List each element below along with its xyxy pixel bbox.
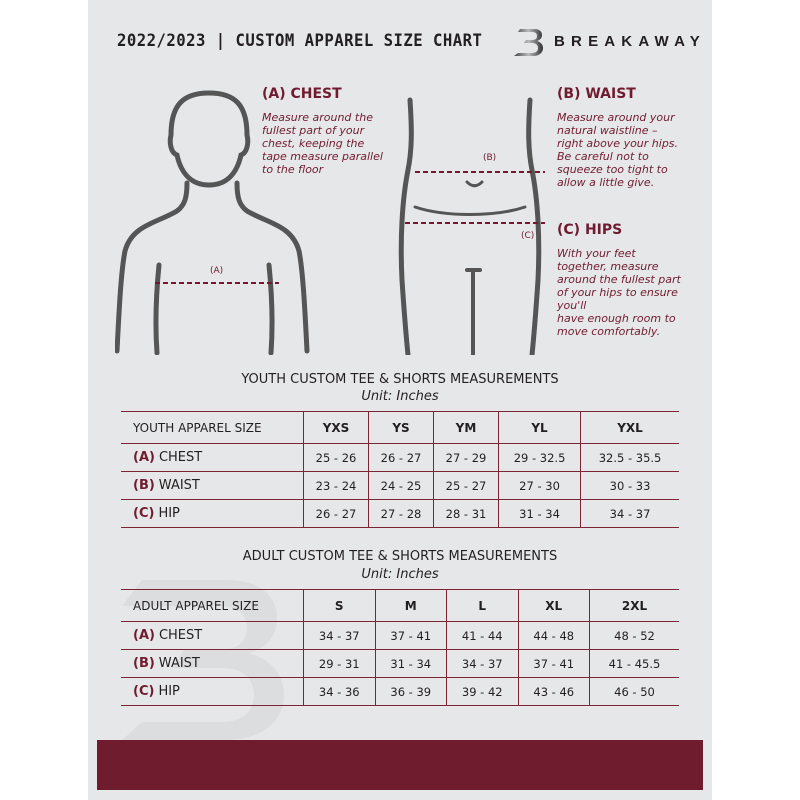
table-cell: 25 - 27 <box>433 471 499 500</box>
table-cell: 30 - 33 <box>580 471 679 500</box>
table-cell: 27 - 29 <box>433 443 499 472</box>
size-column-header: L <box>446 589 518 622</box>
hips-heading: (C) HIPS <box>557 222 623 238</box>
measurement-name: WAIST <box>158 656 200 671</box>
measurement-name: CHEST <box>158 628 203 643</box>
hips-marker: (C) <box>521 231 535 241</box>
table-cell: 36 - 39 <box>374 677 447 706</box>
size-column-header: S <box>303 589 375 622</box>
measurement-letter: (B) <box>133 656 155 671</box>
table-row: (A) CHEST 34 - 37 37 - 41 41 - 44 44 - 48 48 -… <box>121 621 679 650</box>
page-title: 2022/2023 | CUSTOM APPAREL SIZE CHART <box>117 31 483 51</box>
table-row: (C) HIP 34 - 36 36 - 39 39 - 42 43 - 46 46 - 5… <box>121 677 679 706</box>
measurement-name: HIP <box>158 684 180 699</box>
table-cell: 27 - 28 <box>368 499 434 528</box>
table-row: (B) WAIST 29 - 31 31 - 34 34 - 37 37 - 41 41 -… <box>121 649 679 678</box>
table-cell: 29 - 31 <box>303 649 375 678</box>
waist-description: Measure around your natural waistline – … <box>557 111 679 189</box>
chest-description: Measure around the fullest part of your … <box>262 111 383 176</box>
table-cell: 31 - 34 <box>374 649 447 678</box>
size-label-header: YOUTH APPAREL SIZE <box>121 411 304 444</box>
table-cell: 34 - 37 <box>446 649 518 678</box>
waist-hips-figure-illustration <box>398 97 545 355</box>
table-cell: 25 - 26 <box>303 443 369 472</box>
table-cell: 34 - 36 <box>303 677 375 706</box>
brand-name: BREAKAWAY <box>554 33 706 50</box>
size-label-header: ADULT APPAREL SIZE <box>121 589 304 622</box>
size-column-header: YM <box>433 411 499 444</box>
table-header-row: ADULT APPAREL SIZE S M L XL 2XL <box>121 589 679 622</box>
table-cell: 48 - 52 <box>589 621 679 650</box>
table-cell: 37 - 41 <box>517 649 590 678</box>
measurement-label: (A) CHEST <box>121 443 304 472</box>
size-column-header: XL <box>517 589 590 622</box>
measurement-letter: (C) <box>133 506 155 521</box>
measurement-letter: (A) <box>133 450 155 465</box>
size-column-header: YXL <box>580 411 679 444</box>
measurement-label: (A) CHEST <box>121 621 304 650</box>
table-row: (C) HIP 26 - 27 27 - 28 28 - 31 31 - 34 34 - 3… <box>121 499 679 528</box>
adult-section-title: ADULT CUSTOM TEE & SHORTS MEASUREMENTS <box>242 549 558 564</box>
chest-heading: (A) CHEST <box>262 86 342 102</box>
youth-size-table: YOUTH APPAREL SIZE YXS YS YM YL YXL (A) CHEST 25… <box>121 411 679 528</box>
size-column-header: M <box>374 589 447 622</box>
measurement-letter: (C) <box>133 684 155 699</box>
measurement-letter: (B) <box>133 478 155 493</box>
table-row: (B) WAIST 23 - 24 24 - 25 25 - 27 27 - 30 30 -… <box>121 471 679 500</box>
measurement-name: HIP <box>158 506 180 521</box>
table-cell: 28 - 31 <box>433 499 499 528</box>
adult-size-table: ADULT APPAREL SIZE S M L XL 2XL (A) CHEST 34 - 3… <box>121 589 679 706</box>
table-cell: 39 - 42 <box>446 677 518 706</box>
measurement-label: (B) WAIST <box>121 471 304 500</box>
measurement-name: CHEST <box>158 450 203 465</box>
size-column-header: YS <box>368 411 434 444</box>
measurement-label: (C) HIP <box>121 677 304 706</box>
youth-section-title: YOUTH CUSTOM TEE & SHORTS MEASUREMENTS <box>241 372 559 387</box>
size-column-header: 2XL <box>589 589 679 622</box>
hips-description: With your feet together, measure around … <box>557 247 681 338</box>
waist-marker: (B) <box>483 153 497 163</box>
waist-heading: (B) WAIST <box>557 86 636 102</box>
measurement-label: (B) WAIST <box>121 649 304 678</box>
table-cell: 46 - 50 <box>589 677 679 706</box>
youth-unit: Unit: Inches <box>361 389 439 404</box>
table-cell: 43 - 46 <box>517 677 590 706</box>
table-header-row: YOUTH APPAREL SIZE YXS YS YM YL YXL <box>121 411 679 444</box>
table-cell: 26 - 27 <box>368 443 434 472</box>
measurement-letter: (A) <box>133 628 155 643</box>
chest-marker: (A) <box>210 266 224 276</box>
table-cell: 31 - 34 <box>497 499 581 528</box>
chest-figure-illustration <box>115 90 310 355</box>
table-cell: 34 - 37 <box>580 499 679 528</box>
measurement-label: (C) HIP <box>121 499 304 528</box>
measurement-name: WAIST <box>158 478 200 493</box>
table-cell: 26 - 27 <box>303 499 369 528</box>
breakaway-logo-icon <box>514 29 543 56</box>
table-cell: 24 - 25 <box>368 471 434 500</box>
adult-unit: Unit: Inches <box>361 567 439 582</box>
table-row: (A) CHEST 25 - 26 26 - 27 27 - 29 29 - 32.5 32… <box>121 443 679 472</box>
table-cell: 23 - 24 <box>303 471 369 500</box>
table-cell: 27 - 30 <box>497 471 581 500</box>
table-cell: 41 - 44 <box>446 621 518 650</box>
size-column-header: YXS <box>303 411 369 444</box>
table-cell: 41 - 45.5 <box>589 649 679 678</box>
table-cell: 32.5 - 35.5 <box>580 443 679 472</box>
table-cell: 34 - 37 <box>303 621 375 650</box>
table-cell: 37 - 41 <box>374 621 447 650</box>
table-cell: 29 - 32.5 <box>497 443 581 472</box>
table-cell: 44 - 48 <box>517 621 590 650</box>
footer-bar <box>97 740 703 790</box>
size-column-header: YL <box>497 411 581 444</box>
